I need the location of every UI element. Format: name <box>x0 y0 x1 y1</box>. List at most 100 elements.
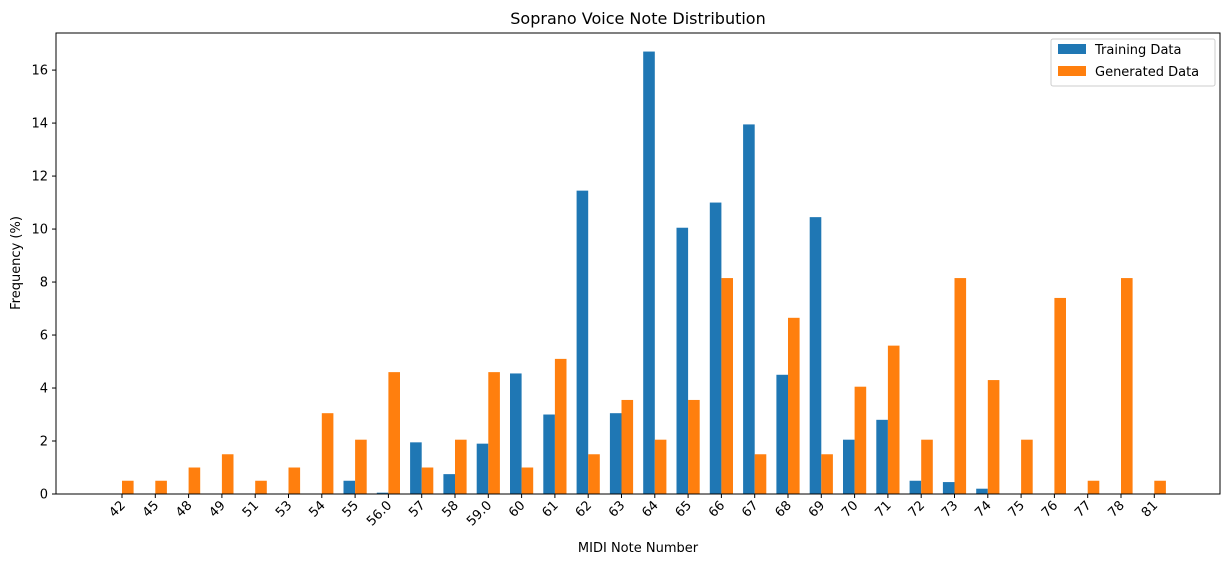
bars-group <box>122 51 1166 495</box>
x-axis-label: MIDI Note Number <box>578 541 699 556</box>
bar-generated-51 <box>255 480 267 494</box>
bar-training-63 <box>609 413 622 494</box>
bar-training-57 <box>410 442 422 494</box>
bar-generated-77 <box>1087 480 1100 494</box>
bar-generated-78 <box>1121 278 1133 494</box>
x-tick-label-61: 61 <box>539 498 561 520</box>
y-tick-label: 8 <box>40 276 48 291</box>
bar-generated-81 <box>1154 480 1166 494</box>
bar-generated-54 <box>321 413 334 494</box>
x-tick-label-74: 74 <box>972 498 994 520</box>
x-tick-label-59.0: 59.0 <box>464 498 495 529</box>
chart-title: Soprano Voice Note Distribution <box>510 9 765 28</box>
bar-generated-75 <box>1021 439 1033 494</box>
x-tick-label-63: 63 <box>606 498 628 520</box>
bar-generated-69 <box>821 454 833 494</box>
bar-training-74 <box>976 488 988 494</box>
bar-training-62 <box>576 190 589 494</box>
x-tick-label-48: 48 <box>173 498 195 520</box>
bar-training-56.0 <box>376 492 389 494</box>
bar-generated-64 <box>654 439 667 494</box>
bar-generated-60 <box>521 467 534 494</box>
bar-training-73 <box>942 482 955 494</box>
x-tick-label-55: 55 <box>340 498 362 520</box>
bar-generated-74 <box>987 380 1000 494</box>
plot-frame <box>55 32 1221 495</box>
bar-generated-55 <box>355 439 367 494</box>
x-tick-label-66: 66 <box>706 498 728 520</box>
x-tick-label-45: 45 <box>140 498 162 520</box>
y-axis-ticks: 0 2 4 6 8 10 12 14 16 <box>31 64 56 503</box>
bar-generated-48 <box>188 467 201 494</box>
bar-training-61 <box>543 414 555 494</box>
x-tick-label-54: 54 <box>306 498 328 520</box>
bar-generated-73 <box>954 278 967 494</box>
x-tick-label-71: 71 <box>872 498 894 520</box>
bar-training-67 <box>743 124 755 494</box>
x-tick-label-60: 60 <box>506 498 528 520</box>
y-axis-label: Frequency (%) <box>9 216 24 310</box>
y-tick-label: 6 <box>40 329 48 344</box>
bar-generated-68 <box>788 317 800 494</box>
bar-training-68 <box>776 374 788 494</box>
bar-training-58 <box>443 474 455 494</box>
y-tick-label: 14 <box>31 117 48 132</box>
x-tick-label-64: 64 <box>639 498 661 520</box>
x-axis-ticks: 42 45 48 49 51 53 54 55 56.0 57 58 59.0 60 61 62 63 64 65… <box>107 494 1161 529</box>
bar-generated-70 <box>854 386 867 494</box>
x-tick-label-75: 75 <box>1006 498 1028 520</box>
bar-training-64 <box>643 51 655 495</box>
x-tick-label-78: 78 <box>1106 498 1128 520</box>
bar-training-71 <box>876 419 888 494</box>
y-tick-label: 16 <box>31 64 48 79</box>
x-tick-label-67: 67 <box>739 498 761 520</box>
bar-generated-76 <box>1054 297 1066 494</box>
x-tick-label-53: 53 <box>273 498 295 520</box>
x-tick-label-62: 62 <box>573 498 595 520</box>
bar-generated-62 <box>588 454 600 494</box>
bar-generated-42 <box>122 480 134 494</box>
x-tick-label-51: 51 <box>240 498 262 520</box>
bar-generated-49 <box>221 454 234 494</box>
bar-training-65 <box>676 227 689 495</box>
bar-generated-45 <box>155 480 167 494</box>
bar-generated-72 <box>921 439 933 494</box>
bar-generated-65 <box>688 399 700 494</box>
x-tick-label-81: 81 <box>1139 498 1161 520</box>
bar-generated-59.0 <box>488 372 500 494</box>
x-tick-label-77: 77 <box>1072 498 1094 520</box>
x-tick-label-56.0: 56.0 <box>364 498 395 529</box>
y-tick-label: 12 <box>31 170 48 185</box>
legend-label-generated: Generated Data <box>1095 65 1199 80</box>
bar-generated-58 <box>455 439 467 494</box>
x-tick-label-65: 65 <box>673 498 695 520</box>
bar-generated-61 <box>554 358 567 494</box>
bar-generated-67 <box>754 454 767 494</box>
bar-training-70 <box>843 439 855 494</box>
legend-swatch-generated <box>1058 66 1086 76</box>
bar-generated-56.0 <box>388 372 400 494</box>
bar-training-59.0 <box>476 443 489 494</box>
x-tick-label-72: 72 <box>906 498 928 520</box>
legend-swatch-training <box>1058 44 1086 54</box>
legend: Training Data Generated Data <box>1050 38 1216 87</box>
x-tick-label-42: 42 <box>107 498 129 520</box>
bar-training-69 <box>809 217 822 494</box>
bar-generated-71 <box>887 345 900 494</box>
x-tick-label-58: 58 <box>440 498 462 520</box>
bar-generated-66 <box>721 278 733 494</box>
y-tick-label: 0 <box>40 488 48 503</box>
y-tick-label: 10 <box>31 223 48 238</box>
bar-training-60 <box>510 373 522 494</box>
bar-training-55 <box>343 480 356 494</box>
bar-training-66 <box>709 202 722 494</box>
x-tick-label-69: 69 <box>806 498 828 520</box>
y-tick-label: 2 <box>40 435 48 450</box>
x-tick-label-49: 49 <box>206 498 228 520</box>
x-tick-label-70: 70 <box>839 498 861 520</box>
bar-training-72 <box>909 480 922 494</box>
y-tick-label: 4 <box>40 382 48 397</box>
bar-generated-53 <box>288 467 301 494</box>
legend-box <box>1050 38 1216 87</box>
